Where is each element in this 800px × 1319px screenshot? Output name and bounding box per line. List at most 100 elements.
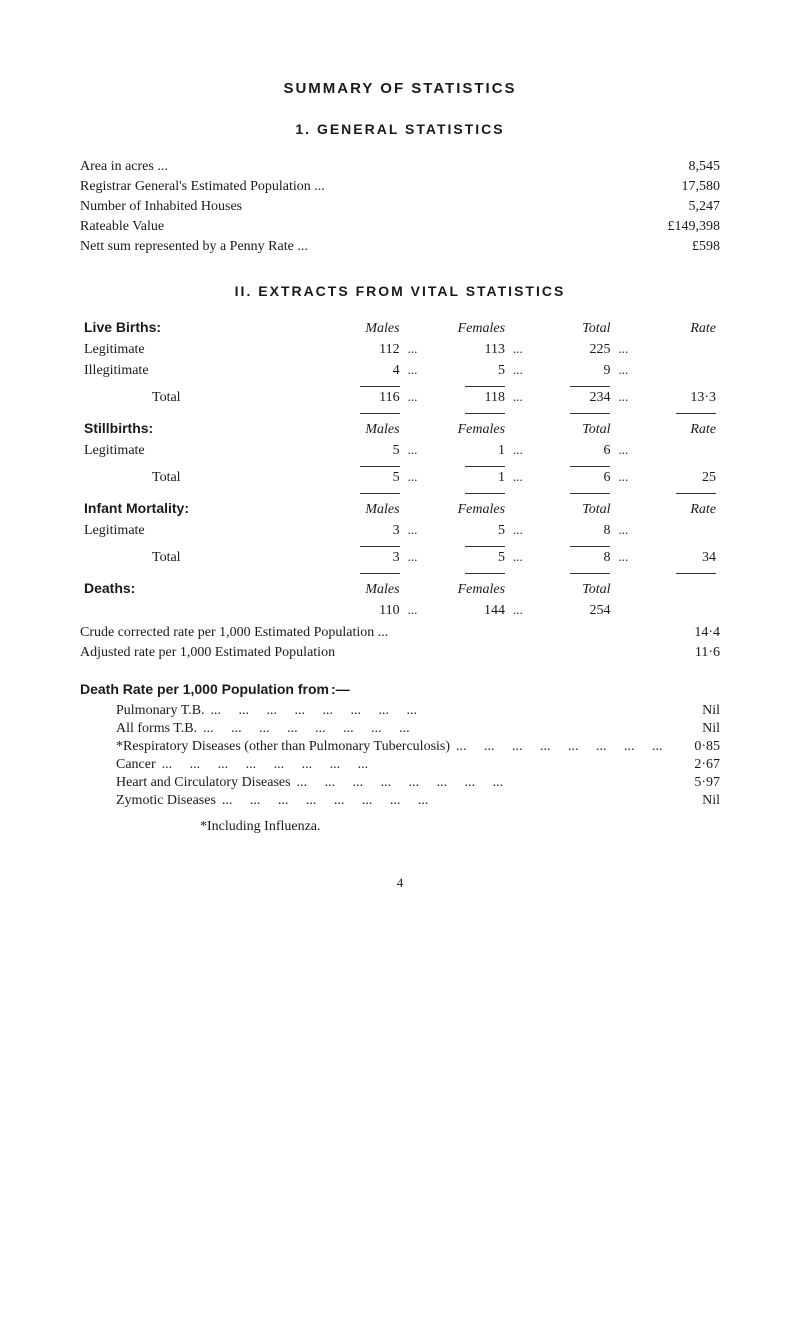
dots: ... <box>509 600 543 621</box>
dots: ... <box>614 339 648 360</box>
dr-label: *Respiratory Diseases (other than Pulmon… <box>116 739 450 755</box>
general-value: 17,580 <box>650 179 720 195</box>
dot-leader <box>222 793 666 809</box>
dot-leader <box>174 169 644 170</box>
dots: ... <box>614 440 648 461</box>
table-row: Legitimate 3 ... 5 ... 8 ... <box>80 520 720 541</box>
dr-value: 5·97 <box>672 775 720 791</box>
death-rate-row: Zymotic Diseases Nil <box>116 793 720 809</box>
dot-leader <box>331 189 644 190</box>
deaths-heading: Deaths: <box>84 580 135 596</box>
dr-value: Nil <box>672 703 720 719</box>
table-row: Legitimate 5 ... 1 ... 6 ... <box>80 440 720 461</box>
col-header-rate: Rate <box>648 317 720 339</box>
rule-row <box>80 488 720 494</box>
cell: 110 <box>332 600 404 621</box>
death-rate-row: All forms T.B. Nil <box>116 721 720 737</box>
crude-value: 14·4 <box>650 625 720 641</box>
deaths-table: Deaths: Males Females Total 110 ... 144 … <box>80 578 720 621</box>
cell: 5 <box>332 467 404 488</box>
col-header-rate: Rate <box>648 418 720 440</box>
total-row: Total 5 ... 1 ... 6 ... 25 <box>80 467 720 488</box>
adjusted-value: 11·6 <box>650 645 720 661</box>
dots: ... <box>404 440 438 461</box>
general-value: £598 <box>650 239 720 255</box>
general-row: Rateable Value £149,398 <box>80 219 720 235</box>
dots: ... <box>404 467 438 488</box>
cell: 254 <box>543 600 615 621</box>
row-label: Legitimate <box>80 520 332 541</box>
rule-row <box>80 408 720 414</box>
dots: ... <box>404 520 438 541</box>
table-row: 110 ... 144 ... 254 <box>80 600 720 621</box>
dot-leader <box>456 739 666 755</box>
col-header-females: Females <box>437 418 509 440</box>
col-header-males: Males <box>332 578 404 600</box>
row-label: Illegitimate <box>80 360 332 381</box>
dots: ... <box>614 547 648 568</box>
table-row: Illegitimate 4 ... 5 ... 9 ... <box>80 360 720 381</box>
cell: 234 <box>543 387 615 408</box>
general-label: Registrar General's Estimated Population… <box>80 179 325 195</box>
cell <box>648 339 720 360</box>
col-header-males: Males <box>332 418 404 440</box>
dr-label: All forms T.B. <box>116 721 197 737</box>
section2-title: II. EXTRACTS FROM VITAL STATISTICS <box>80 283 720 299</box>
main-title: SUMMARY OF STATISTICS <box>80 80 720 97</box>
col-header-females: Females <box>437 317 509 339</box>
cell <box>648 360 720 381</box>
cell: 3 <box>332 520 404 541</box>
col-header-total: Total <box>543 578 615 600</box>
cell: 5 <box>437 520 509 541</box>
dr-label: Zymotic Diseases <box>116 793 216 809</box>
dot-leader <box>211 703 666 719</box>
dr-label: Cancer <box>116 757 156 773</box>
total-row: Total 116 ... 118 ... 234 ... 13·3 <box>80 387 720 408</box>
infant-mortality-table: Infant Mortality: Males Females Total Ra… <box>80 498 720 574</box>
cell: 113 <box>437 339 509 360</box>
cell <box>648 520 720 541</box>
dot-leader <box>162 757 666 773</box>
row-label: Legitimate <box>80 339 332 360</box>
stillbirths-table: Stillbirths: Males Females Total Rate Le… <box>80 418 720 494</box>
general-row: Nett sum represented by a Penny Rate ...… <box>80 239 720 255</box>
table-row: Legitimate 112 ... 113 ... 225 ... <box>80 339 720 360</box>
dots: ... <box>509 520 543 541</box>
dot-leader <box>394 635 644 636</box>
general-stats-block: Area in acres ... 8,545 Registrar Genera… <box>80 159 720 255</box>
general-value: 8,545 <box>650 159 720 175</box>
general-value: £149,398 <box>650 219 720 235</box>
dr-value: Nil <box>672 793 720 809</box>
total-label: Total <box>80 467 332 488</box>
crude-rate-row: Crude corrected rate per 1,000 Estimated… <box>80 625 720 641</box>
death-rate-row: Pulmonary T.B. Nil <box>116 703 720 719</box>
dots: ... <box>509 360 543 381</box>
cell: 34 <box>648 547 720 568</box>
death-rate-heading-text: Death Rate per 1,000 Population from <box>80 681 329 697</box>
dots: ... <box>404 360 438 381</box>
death-rate-row: Cancer 2·67 <box>116 757 720 773</box>
cell: 6 <box>543 440 615 461</box>
general-row: Number of Inhabited Houses 5,247 <box>80 199 720 215</box>
total-row: Total 3 ... 5 ... 8 ... 34 <box>80 547 720 568</box>
dots: ... <box>509 440 543 461</box>
cell: 1 <box>437 467 509 488</box>
general-label: Nett sum represented by a Penny Rate ... <box>80 239 308 255</box>
dot-leader <box>297 775 666 791</box>
col-header-rate: Rate <box>648 498 720 520</box>
total-label: Total <box>80 547 332 568</box>
dots: ... <box>509 467 543 488</box>
dot-leader <box>314 249 644 250</box>
general-row: Area in acres ... 8,545 <box>80 159 720 175</box>
dots: ... <box>404 600 438 621</box>
cell: 6 <box>543 467 615 488</box>
cell: 5 <box>332 440 404 461</box>
dr-value: Nil <box>672 721 720 737</box>
dots: ... <box>614 360 648 381</box>
cell <box>648 440 720 461</box>
cell: 3 <box>332 547 404 568</box>
dots: ... <box>509 339 543 360</box>
cell: 112 <box>332 339 404 360</box>
dots: ... <box>614 387 648 408</box>
dots: ... <box>509 547 543 568</box>
